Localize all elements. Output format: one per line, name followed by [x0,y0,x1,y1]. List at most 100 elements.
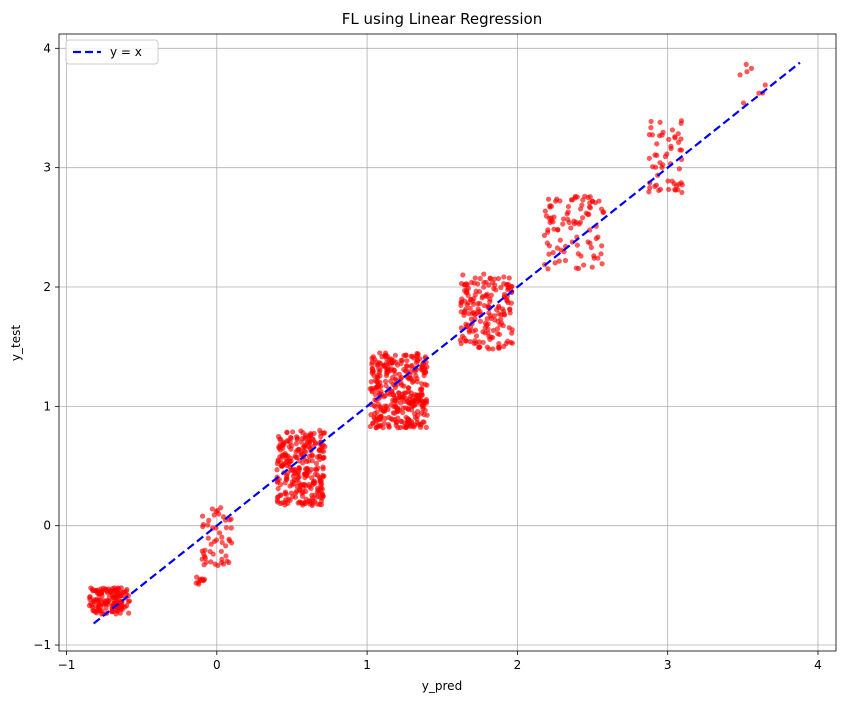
data-point [491,285,497,291]
data-point [486,282,492,288]
data-point [277,441,283,448]
data-point [408,399,415,405]
data-point [117,605,123,611]
data-point [654,152,660,158]
y-axis-ticks: −1 0 1 2 3 4 [33,41,59,652]
data-point [391,367,397,374]
data-point [315,487,321,493]
data-point [219,534,225,540]
data-point [300,493,306,499]
data-point [473,311,479,317]
data-point [498,284,504,291]
data-point [371,372,377,379]
data-point [320,464,326,470]
data-point [543,213,549,219]
y-tick-label: 2 [43,280,51,294]
y-axis-label: y_test [9,325,23,361]
data-point [126,610,132,616]
data-point [648,125,654,131]
x-axis-label: y_pred [422,679,462,693]
data-point [463,321,469,327]
x-tick-label: 2 [514,658,522,672]
data-point [88,602,95,609]
data-point [367,423,373,430]
data-point [226,559,232,566]
data-point [215,562,221,569]
data-point [678,180,684,186]
data-point [96,602,102,608]
data-point [675,131,681,137]
data-point [666,136,672,143]
data-point [414,408,421,415]
data-point [487,275,493,281]
data-point [577,219,583,225]
data-point [486,346,492,352]
data-point [219,539,225,546]
data-point [400,405,406,411]
data-point [546,251,552,257]
data-point [589,264,595,270]
data-point [465,300,471,306]
data-point [486,310,492,316]
data-point [482,320,488,326]
data-point [398,357,404,364]
data-point [295,446,302,452]
data-point [550,219,556,225]
data-point [678,147,685,153]
data-point [370,368,377,374]
data-point [223,525,230,531]
data-point [675,187,681,193]
data-point [469,279,475,286]
data-point [376,366,382,372]
data-point [580,215,586,221]
data-point [317,501,323,508]
data-point [284,475,290,481]
data-point [461,312,467,318]
data-point [495,330,501,337]
data-point [205,535,211,541]
data-point [310,481,316,488]
data-point [388,356,394,362]
data-point [302,474,308,481]
data-point [545,196,552,202]
data-point [668,145,674,152]
data-point [589,198,596,204]
data-point [226,538,233,544]
data-point [291,470,297,477]
data-point [95,606,102,612]
data-point [405,417,411,423]
data-point [208,559,214,565]
data-point [377,350,383,356]
data-point [390,397,396,403]
data-point [384,403,390,409]
data-point [494,326,501,332]
data-point [279,500,285,506]
data-point [575,251,581,257]
data-point [573,219,579,225]
data-point [676,166,682,172]
data-point [591,255,597,261]
data-point [418,410,425,416]
data-point [561,249,567,255]
data-point [370,354,376,360]
data-point [107,588,113,594]
data-point [277,436,284,442]
data-point [317,478,323,484]
data-point [420,366,427,372]
data-point [419,385,425,392]
data-point [98,597,104,603]
data-point [595,255,601,261]
data-point [201,562,207,568]
data-point [383,353,389,359]
data-point [200,521,206,528]
data-point [653,182,659,188]
data-point [383,360,390,366]
data-point [564,211,570,217]
data-point [283,497,289,503]
data-point [581,262,587,268]
data-point [569,197,575,203]
data-point [484,316,490,322]
data-point [588,244,594,251]
